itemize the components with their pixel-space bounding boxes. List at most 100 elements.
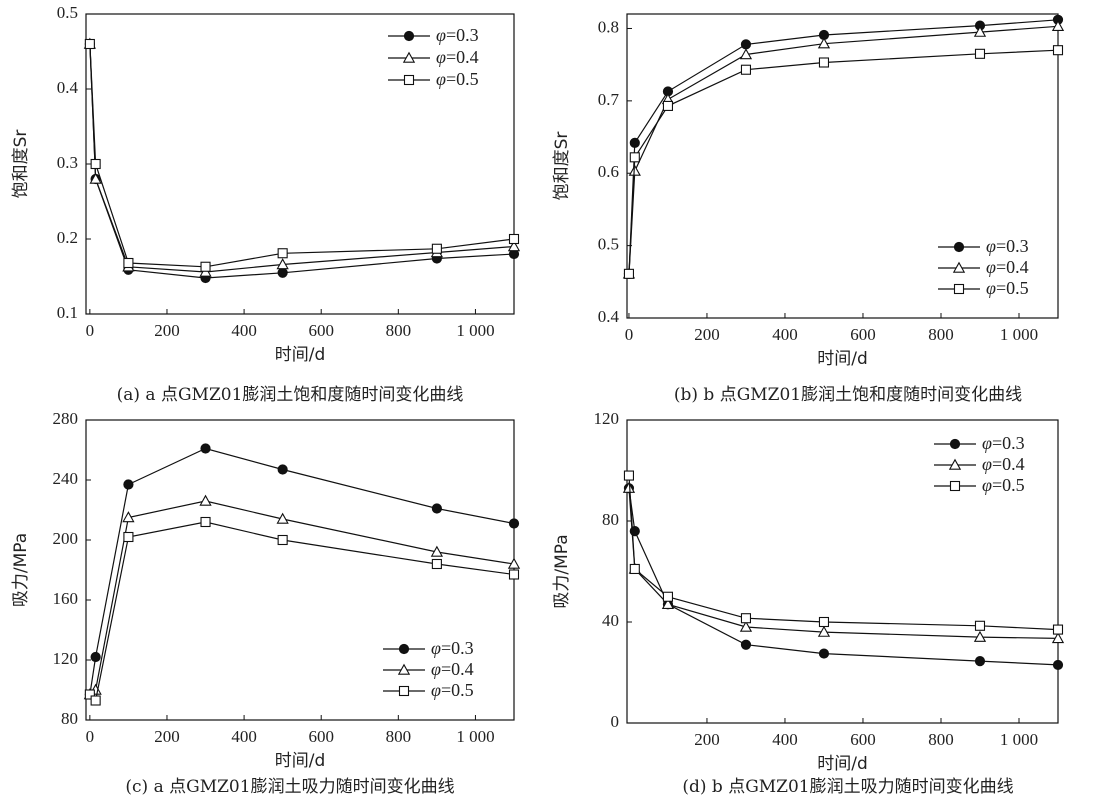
data-point — [629, 137, 640, 148]
y-axis-label: 饱和度Sr — [552, 132, 572, 201]
y-tick-label: 0.4 — [57, 78, 79, 97]
data-point — [430, 545, 444, 557]
x-tick-label: 200 — [154, 727, 180, 746]
data-point — [623, 268, 635, 279]
data-point — [1052, 45, 1064, 56]
x-tick-label: 400 — [772, 325, 798, 344]
data-point — [200, 516, 211, 528]
legend-marker — [398, 643, 410, 655]
x-tick-label: 600 — [850, 730, 876, 749]
panel-caption: (d) b 点GMZ01膨润土吸力随时间变化曲线 — [682, 777, 1013, 797]
data-point — [123, 257, 134, 269]
x-tick-label: 800 — [386, 727, 412, 746]
x-tick-label: 600 — [850, 325, 876, 344]
y-tick-label: 0 — [611, 712, 620, 731]
legend-label: φ=0.4 — [982, 454, 1025, 474]
x-tick-label: 600 — [308, 727, 334, 746]
data-point — [1052, 659, 1064, 671]
y-tick-label: 280 — [53, 409, 79, 428]
x-tick-label: 800 — [386, 321, 412, 340]
legend-label: φ=0.3 — [436, 25, 479, 45]
legend-marker — [948, 458, 962, 470]
legend-label: φ=0.4 — [986, 257, 1029, 277]
y-tick-label: 240 — [53, 469, 79, 488]
data-point — [507, 240, 521, 252]
x-tick-label: 0 — [86, 727, 95, 746]
data-point — [739, 48, 753, 60]
y-tick-label: 0.4 — [598, 307, 620, 326]
data-point — [740, 613, 752, 624]
x-tick-label: 800 — [928, 730, 954, 749]
x-tick-label: 400 — [231, 321, 257, 340]
data-point — [508, 233, 520, 245]
y-tick-label: 0.6 — [598, 162, 619, 181]
data-point — [508, 569, 520, 580]
y-tick-label: 0.5 — [57, 3, 78, 22]
data-point — [629, 152, 640, 163]
data-point — [431, 243, 442, 254]
y-tick-label: 0.7 — [598, 90, 620, 109]
y-tick-label: 0.3 — [57, 153, 78, 172]
data-point — [974, 656, 986, 667]
data-point — [740, 39, 752, 50]
data-point — [662, 591, 674, 602]
data-point — [277, 534, 288, 546]
data-point — [818, 616, 830, 628]
data-point — [974, 48, 986, 59]
data-point — [200, 443, 211, 454]
data-point — [623, 470, 635, 481]
data-point — [622, 481, 636, 493]
x-tick-label: 200 — [694, 325, 720, 344]
data-point — [90, 695, 101, 706]
panel-caption: (a) a 点GMZ01膨润土饱和度随时间变化曲线 — [117, 385, 464, 405]
data-point — [628, 164, 641, 176]
panel-caption: (c) a 点GMZ01膨润土吸力随时间变化曲线 — [125, 777, 454, 797]
data-point — [973, 25, 987, 37]
y-tick-label: 0.1 — [57, 303, 78, 322]
data-point — [508, 518, 520, 529]
data-point — [974, 620, 986, 631]
legend-label: φ=0.5 — [986, 278, 1029, 298]
data-point — [90, 651, 101, 663]
data-point — [123, 479, 134, 490]
data-point — [277, 464, 288, 475]
x-tick-label: 1 000 — [456, 727, 494, 746]
data-point — [276, 512, 289, 524]
y-tick-label: 0.5 — [598, 235, 619, 254]
y-tick-label: 80 — [61, 709, 78, 728]
data-point — [277, 248, 288, 259]
data-point — [431, 558, 442, 570]
y-axis-label: 饱和度Sr — [11, 130, 31, 199]
data-point — [89, 172, 102, 184]
legend-marker — [949, 480, 961, 492]
chart-d: 200 400 600 800 1 000 0 40 80 120 时间/d 吸力/MPa (d) b… — [552, 409, 1065, 797]
legend: φ=0.3φ=0.4φ=0.5 — [383, 638, 474, 700]
series-line — [628, 488, 1059, 639]
legend-marker — [953, 241, 965, 253]
data-point — [84, 38, 95, 50]
data-point — [123, 531, 134, 543]
data-point — [973, 630, 987, 642]
y-axis-label: 吸力/MPa — [11, 533, 31, 607]
legend-label: φ=0.3 — [986, 236, 1029, 256]
x-tick-label: 200 — [154, 321, 180, 340]
data-point — [122, 511, 135, 523]
y-tick-label: 160 — [53, 589, 79, 608]
plot-frame — [626, 13, 1059, 319]
legend: φ=0.3φ=0.4φ=0.5 — [938, 236, 1029, 298]
chart-b: 0 200 400 600 800 1 000 0.4 0.5 0.6 0.7 0.8 时间/d 饱和度… — [552, 13, 1065, 405]
y-tick-label: 0.8 — [598, 17, 619, 36]
data-point — [276, 258, 289, 270]
data-point — [199, 494, 212, 506]
legend-label: φ=0.3 — [431, 638, 474, 658]
data-point — [662, 100, 674, 111]
x-tick-label: 200 — [694, 730, 720, 749]
x-tick-label: 1 000 — [1000, 730, 1038, 749]
plot-frame — [626, 419, 1059, 724]
data-point — [84, 689, 95, 700]
x-axis-label: 时间/d — [817, 754, 868, 774]
data-point — [818, 57, 830, 68]
data-point — [817, 37, 831, 49]
legend-marker — [953, 283, 965, 295]
